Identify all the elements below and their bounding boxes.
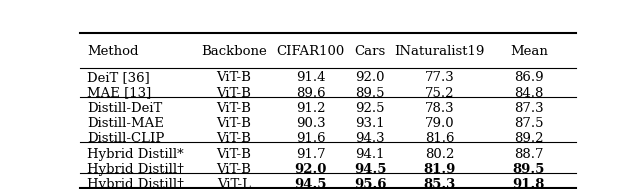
Text: 92.0: 92.0: [294, 163, 327, 176]
Text: 89.6: 89.6: [296, 87, 326, 99]
Text: 86.9: 86.9: [514, 71, 544, 84]
Text: ViT-B: ViT-B: [216, 71, 251, 84]
Text: 79.0: 79.0: [425, 117, 454, 130]
Text: 81.9: 81.9: [424, 163, 456, 176]
Text: 75.2: 75.2: [425, 87, 454, 99]
Text: 84.8: 84.8: [514, 87, 543, 99]
Text: ViT-B: ViT-B: [216, 117, 251, 130]
Text: 91.2: 91.2: [296, 102, 325, 115]
Text: DeiT [36]: DeiT [36]: [88, 71, 150, 84]
Text: Distill-DeiT: Distill-DeiT: [88, 102, 163, 115]
Text: 91.8: 91.8: [513, 178, 545, 189]
Text: 87.5: 87.5: [514, 117, 543, 130]
Text: 81.6: 81.6: [425, 132, 454, 145]
Text: Distill-CLIP: Distill-CLIP: [88, 132, 165, 145]
Text: Hybrid Distill†: Hybrid Distill†: [88, 178, 184, 189]
Text: 80.2: 80.2: [425, 148, 454, 161]
Text: 93.1: 93.1: [355, 117, 385, 130]
Text: MAE [13]: MAE [13]: [88, 87, 152, 99]
Text: 87.3: 87.3: [514, 102, 544, 115]
Text: ViT-L: ViT-L: [217, 178, 251, 189]
Text: 94.1: 94.1: [355, 148, 385, 161]
Text: Backbone: Backbone: [201, 45, 267, 58]
Text: Method: Method: [88, 45, 139, 58]
Text: ViT-B: ViT-B: [216, 163, 251, 176]
Text: 94.3: 94.3: [355, 132, 385, 145]
Text: ViT-B: ViT-B: [216, 102, 251, 115]
Text: 91.7: 91.7: [296, 148, 326, 161]
Text: ViT-B: ViT-B: [216, 148, 251, 161]
Text: Mean: Mean: [510, 45, 548, 58]
Text: 85.3: 85.3: [424, 178, 456, 189]
Text: 91.4: 91.4: [296, 71, 325, 84]
Text: Cars: Cars: [355, 45, 386, 58]
Text: 91.6: 91.6: [296, 132, 326, 145]
Text: 88.7: 88.7: [514, 148, 543, 161]
Text: CIFAR100: CIFAR100: [276, 45, 345, 58]
Text: ViT-B: ViT-B: [216, 87, 251, 99]
Text: Hybrid Distill†: Hybrid Distill†: [88, 163, 184, 176]
Text: 89.5: 89.5: [513, 163, 545, 176]
Text: Distill-MAE: Distill-MAE: [88, 117, 164, 130]
Text: ViT-B: ViT-B: [216, 132, 251, 145]
Text: 77.3: 77.3: [425, 71, 454, 84]
Text: 78.3: 78.3: [425, 102, 454, 115]
Text: 92.5: 92.5: [355, 102, 385, 115]
Text: 89.2: 89.2: [514, 132, 543, 145]
Text: 90.3: 90.3: [296, 117, 326, 130]
Text: Hybrid Distill*: Hybrid Distill*: [88, 148, 184, 161]
Text: 89.5: 89.5: [355, 87, 385, 99]
Text: 94.5: 94.5: [354, 163, 387, 176]
Text: 94.5: 94.5: [294, 178, 327, 189]
Text: INaturalist19: INaturalist19: [394, 45, 484, 58]
Text: 95.6: 95.6: [354, 178, 387, 189]
Text: 92.0: 92.0: [355, 71, 385, 84]
